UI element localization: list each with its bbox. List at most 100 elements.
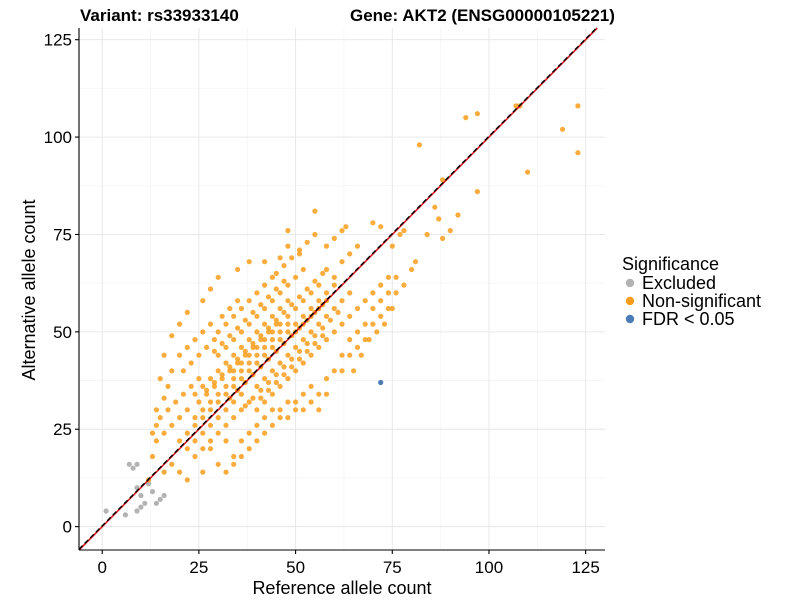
point-non-significant (281, 278, 287, 284)
point-non-significant (347, 313, 353, 319)
point-non-significant (207, 399, 214, 405)
point-non-significant (165, 407, 171, 413)
point-non-significant (308, 399, 314, 405)
point-non-significant (378, 313, 384, 319)
point-non-significant (231, 399, 237, 405)
point-non-significant (262, 259, 268, 265)
point-non-significant (223, 344, 229, 350)
point-non-significant (277, 255, 283, 261)
point-non-significant (304, 286, 310, 292)
point-non-significant (323, 337, 330, 343)
point-excluded (157, 496, 163, 502)
point-non-significant (269, 337, 275, 343)
point-non-significant (173, 399, 179, 405)
point-non-significant (393, 274, 399, 280)
point-non-significant (316, 344, 322, 350)
point-non-significant (235, 266, 241, 273)
point-non-significant (180, 368, 186, 374)
grid (79, 28, 605, 550)
point-non-significant (269, 298, 275, 304)
point-non-significant (474, 189, 480, 195)
point-non-significant (242, 352, 248, 358)
point-non-significant (169, 461, 175, 467)
point-non-significant (204, 391, 210, 397)
point-non-significant (273, 372, 279, 378)
point-non-significant (177, 352, 183, 358)
point-non-significant (296, 247, 303, 253)
point-non-significant (161, 430, 167, 436)
point-non-significant (559, 126, 566, 132)
axes (75, 28, 605, 554)
point-non-significant (300, 266, 306, 273)
point-non-significant (385, 305, 391, 312)
point-non-significant (474, 111, 480, 117)
point-non-significant (207, 376, 214, 382)
point-non-significant (161, 352, 167, 358)
point-non-significant (219, 340, 225, 347)
point-non-significant (211, 337, 217, 343)
point-non-significant (316, 298, 322, 304)
legend-label-excluded: Excluded (642, 273, 716, 293)
point-non-significant (320, 270, 326, 276)
point-non-significant (412, 259, 419, 265)
point-non-significant (204, 344, 210, 350)
point-non-significant (188, 360, 194, 366)
point-non-significant (258, 337, 264, 343)
point-non-significant (246, 368, 252, 374)
point-non-significant (273, 270, 279, 276)
point-non-significant (312, 340, 318, 347)
point-non-significant (401, 282, 407, 288)
point-non-significant (254, 344, 260, 350)
point-non-significant (250, 344, 256, 350)
point-non-significant (227, 333, 233, 339)
point-non-significant (246, 337, 252, 343)
point-non-significant (254, 329, 260, 335)
point-non-significant (169, 422, 175, 428)
point-non-significant (424, 231, 430, 238)
y-tick-label: 50 (53, 323, 72, 342)
point-non-significant (285, 282, 291, 288)
point-non-significant (231, 376, 237, 382)
point-non-significant (169, 333, 175, 339)
point-excluded (153, 500, 159, 506)
point-non-significant (277, 383, 283, 389)
point-excluded (134, 461, 140, 467)
point-non-significant (343, 224, 349, 230)
point-non-significant (285, 415, 291, 421)
point-non-significant (296, 251, 303, 257)
point-non-significant (254, 383, 260, 389)
point-non-significant (246, 360, 252, 366)
point-non-significant (246, 399, 252, 405)
point-excluded (149, 489, 156, 495)
point-non-significant (215, 461, 221, 467)
point-non-significant (269, 391, 275, 397)
point-non-significant (200, 383, 206, 389)
point-non-significant (277, 290, 283, 296)
point-non-significant (401, 228, 407, 234)
point-non-significant (300, 407, 306, 413)
point-non-significant (265, 379, 272, 386)
point-non-significant (180, 391, 186, 397)
legend-label-fdr: FDR < 0.05 (642, 309, 735, 329)
point-non-significant (258, 387, 264, 393)
point-non-significant (354, 329, 361, 335)
point-non-significant (354, 243, 361, 249)
point-non-significant (347, 337, 353, 343)
point-non-significant (289, 364, 295, 370)
x-tick-label: 125 (571, 558, 599, 577)
point-non-significant (254, 290, 260, 296)
x-tick-label: 0 (97, 558, 106, 577)
x-tick-label: 25 (189, 558, 208, 577)
point-non-significant (308, 383, 314, 389)
point-non-significant (188, 383, 194, 389)
point-non-significant (262, 399, 268, 405)
point-non-significant (285, 298, 291, 304)
point-non-significant (304, 239, 310, 245)
data-points (103, 103, 581, 518)
point-non-significant (269, 313, 275, 319)
point-non-significant (285, 243, 291, 249)
point-non-significant (370, 305, 376, 312)
point-non-significant (165, 383, 171, 389)
x-tick-label: 100 (475, 558, 503, 577)
point-non-significant (323, 391, 330, 397)
